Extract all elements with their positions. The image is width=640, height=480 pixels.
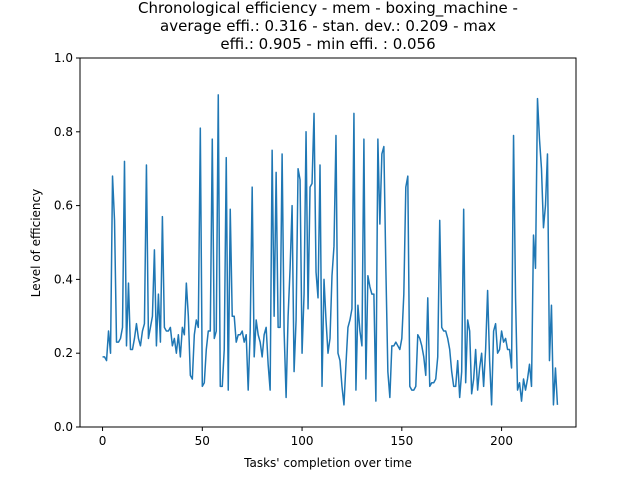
efficiency-series-line bbox=[102, 94, 559, 406]
series-layer bbox=[102, 94, 559, 406]
x-tick-label: 0 bbox=[99, 434, 107, 448]
y-axis-label: Level of efficiency bbox=[29, 189, 43, 297]
x-axis-label: Tasks' completion over time bbox=[243, 456, 412, 470]
chart-title-line-2: average effi.: 0.316 - stan. dev.: 0.209… bbox=[160, 17, 496, 35]
x-tick-label: 200 bbox=[490, 434, 513, 448]
chart-title-line-3: effi.: 0.905 - min effi. : 0.056 bbox=[220, 35, 435, 53]
y-tick-label: 0.2 bbox=[54, 346, 73, 360]
y-tick-label: 1.0 bbox=[54, 51, 73, 65]
y-tick-label: 0.0 bbox=[54, 420, 73, 434]
y-tick-label: 0.8 bbox=[54, 125, 73, 139]
chart-title: Chronological efficiency - mem - boxing_… bbox=[138, 0, 518, 53]
x-tick-label: 150 bbox=[390, 434, 413, 448]
chart-title-line-1: Chronological efficiency - mem - boxing_… bbox=[138, 0, 518, 18]
plot-area-frame bbox=[79, 57, 577, 428]
ticks-layer: 0 50 100 150 200 0.0 0.2 0.4 0.6 0.8 1.0 bbox=[54, 51, 513, 448]
x-tick-label: 50 bbox=[195, 434, 210, 448]
x-tick-label: 100 bbox=[291, 434, 314, 448]
y-tick-label: 0.4 bbox=[54, 272, 73, 286]
y-tick-label: 0.6 bbox=[54, 199, 73, 213]
